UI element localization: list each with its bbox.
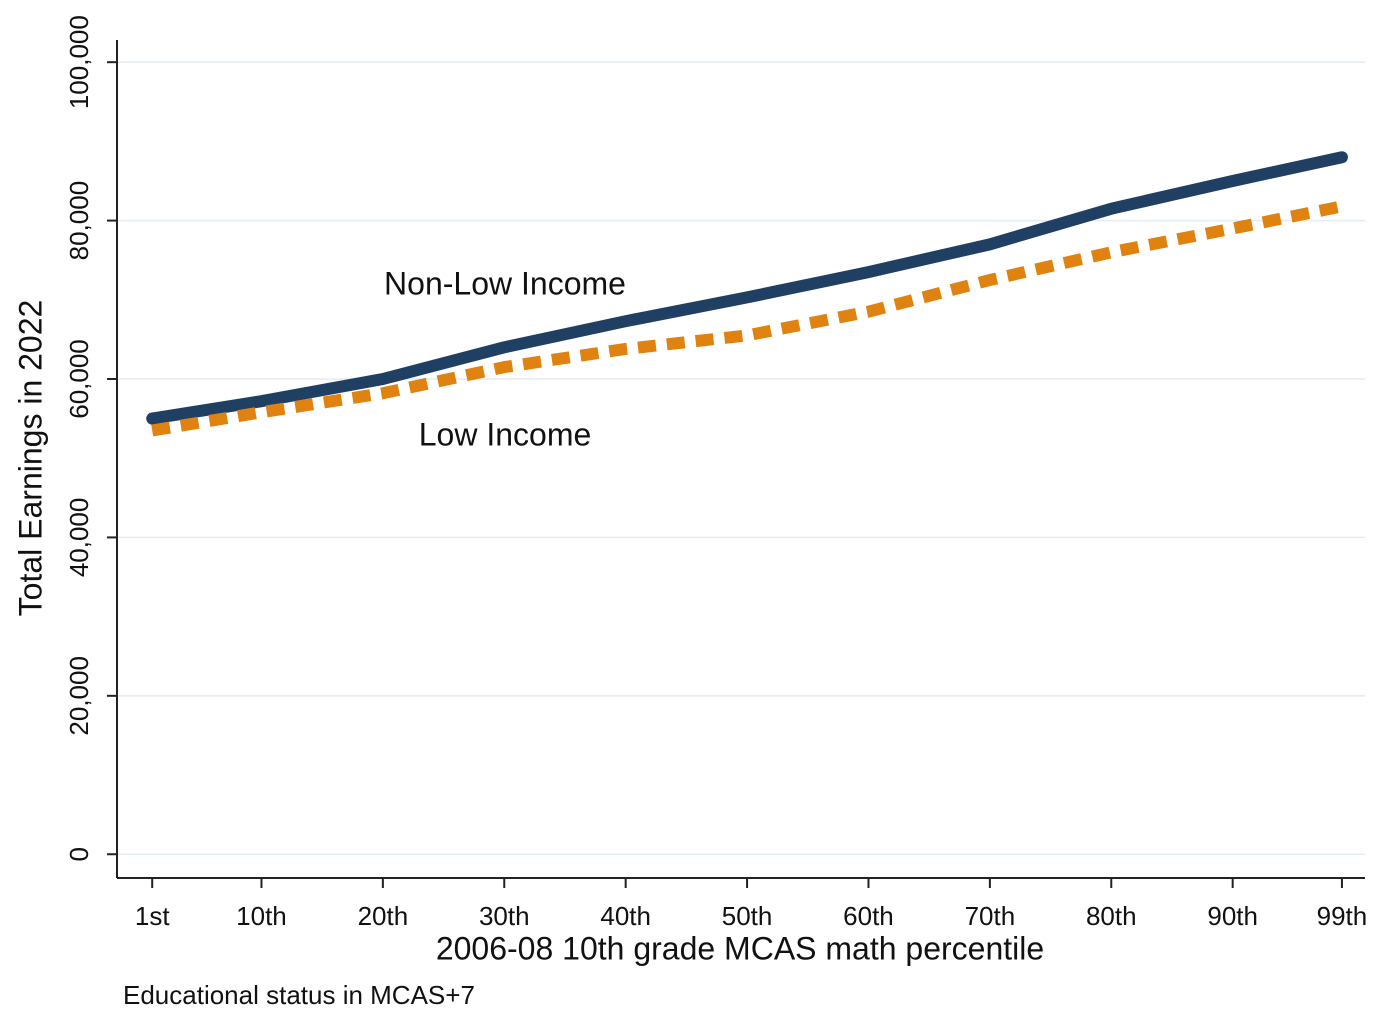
series-line <box>146 151 1348 425</box>
x-tick-label: 60th <box>843 901 894 931</box>
x-tick-label: 20th <box>358 901 409 931</box>
y-tick-label: 80,000 <box>64 181 94 261</box>
y-tick-label: 20,000 <box>64 656 94 736</box>
y-tick-label: 0 <box>64 847 94 861</box>
footnote: Educational status in MCAS+7 <box>123 980 475 1010</box>
y-tick-label: 100,000 <box>64 15 94 109</box>
series-label: Low Income <box>419 416 592 452</box>
series-line <box>151 200 1344 437</box>
x-tick-label: 99th <box>1317 901 1368 931</box>
x-tick-label: 50th <box>722 901 773 931</box>
x-tick-label: 30th <box>479 901 530 931</box>
x-tick-label: 10th <box>236 901 287 931</box>
y-tick-label: 60,000 <box>64 339 94 419</box>
x-tick-label: 90th <box>1207 901 1258 931</box>
y-axis-label: Total Earnings in 2022 <box>12 300 48 617</box>
x-tick-label: 40th <box>600 901 651 931</box>
x-tick-label: 80th <box>1086 901 1137 931</box>
x-tick-label: 1st <box>135 901 170 931</box>
y-tick-label: 40,000 <box>64 498 94 578</box>
x-axis-label: 2006-08 10th grade MCAS math percentile <box>436 930 1044 966</box>
series-label: Non-Low Income <box>384 265 626 301</box>
x-tick-label: 70th <box>965 901 1016 931</box>
